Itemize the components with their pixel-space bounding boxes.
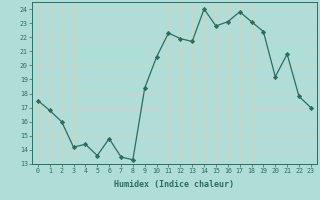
X-axis label: Humidex (Indice chaleur): Humidex (Indice chaleur) — [115, 180, 234, 189]
